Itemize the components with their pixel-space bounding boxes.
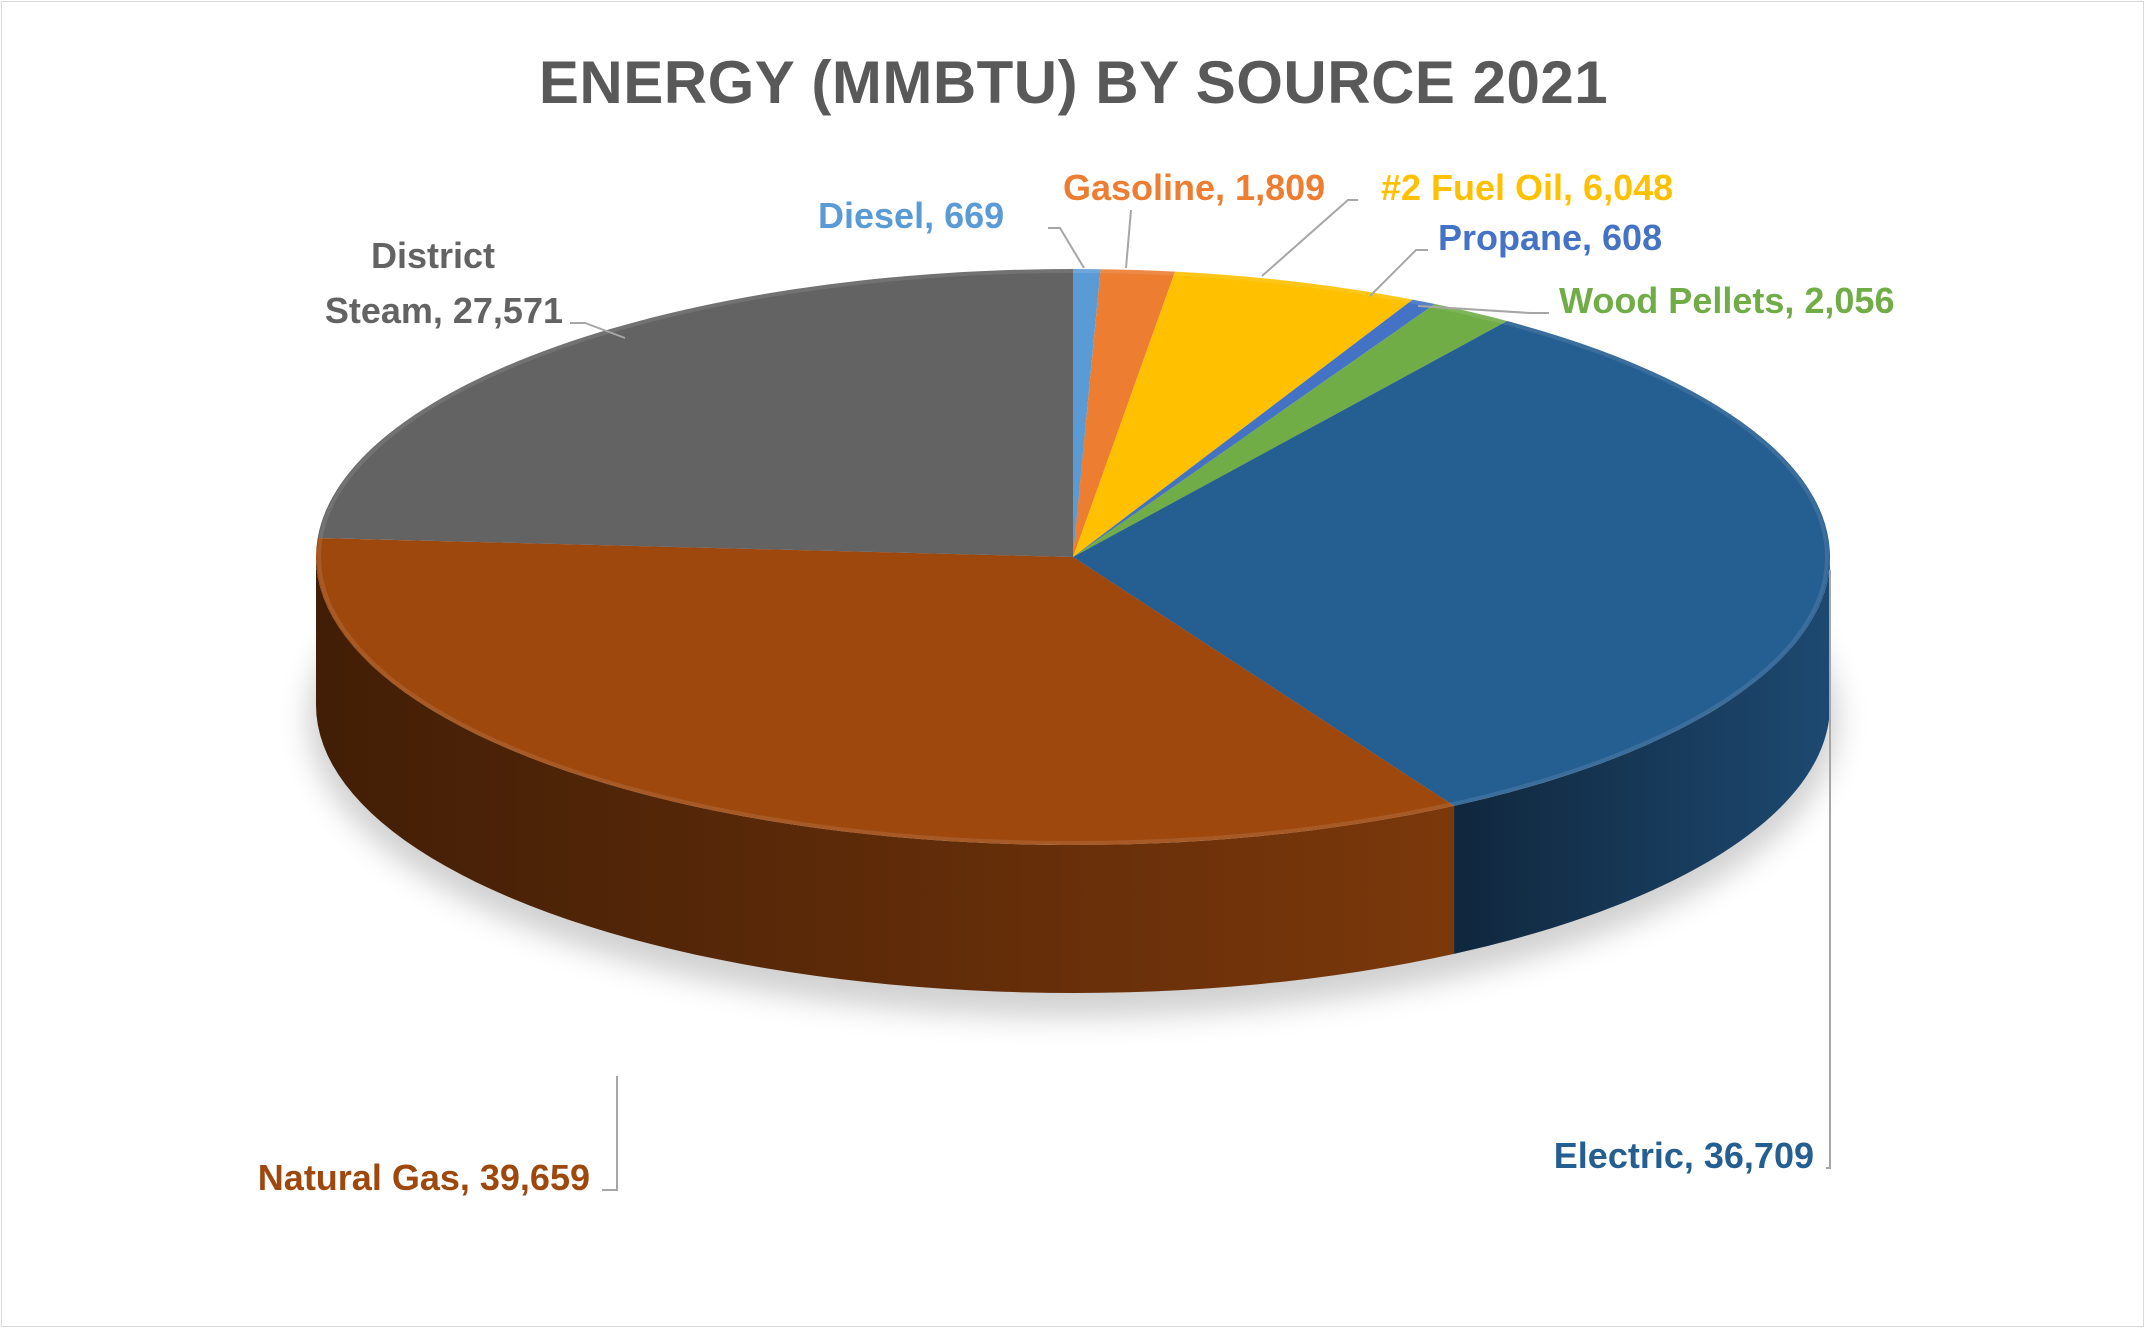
data-label-wood-pellets: Wood Pellets, 2,056 [1559, 280, 1894, 321]
pie-rim [317, 269, 1829, 845]
leader-line-gasoline [1125, 209, 1132, 269]
slice-propane [1073, 299, 1435, 557]
slice-natural-gas [315, 537, 1455, 845]
data-label-propane: Propane, 608 [1438, 217, 1662, 258]
data-label-2-fuel-oil: #2 Fuel Oil, 6,048 [1381, 167, 1673, 208]
data-label-district-steam: District Steam, 27,571 [325, 235, 563, 331]
leader-line-2-fuel-oil [1261, 199, 1358, 277]
slice-district-steam [317, 269, 1073, 557]
slice-2-fuel-oil [1073, 271, 1413, 557]
slice-electric [1073, 321, 1830, 806]
slice-gasoline [1073, 269, 1176, 557]
slice-side-electric [1454, 557, 1830, 954]
chart-title: ENERGY (MMBTU) BY SOURCE 2021 [538, 49, 1609, 116]
leader-line-electric [1826, 570, 1831, 1169]
leader-line-diesel [1048, 227, 1085, 269]
data-label-electric: Electric, 36,709 [1554, 1135, 1814, 1176]
leader-line-wood-pellets [1417, 305, 1549, 314]
data-label-diesel: Diesel, 669 [818, 195, 1004, 236]
leader-line-propane [1369, 249, 1428, 297]
slice-side-natural-gas [316, 557, 1455, 993]
leader-line-natural-gas [602, 1076, 618, 1191]
slice-diesel [1073, 269, 1101, 557]
data-label-gasoline: Gasoline, 1,809 [1063, 167, 1325, 208]
slice-wood-pellets [1073, 304, 1508, 557]
data-label-natural-gas: Natural Gas, 39,659 [258, 1157, 590, 1198]
leader-line-district-steam [570, 322, 626, 339]
